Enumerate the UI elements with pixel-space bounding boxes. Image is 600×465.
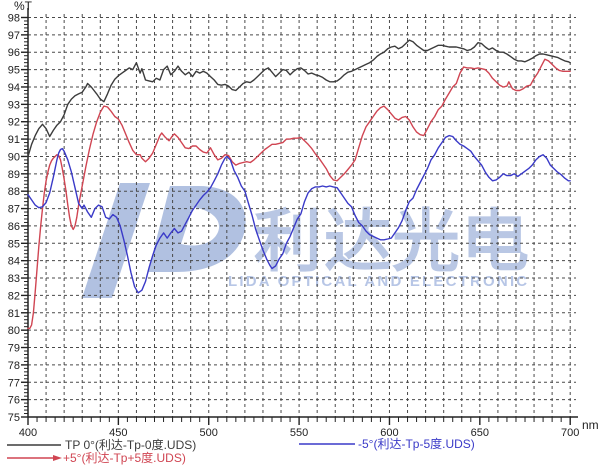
legend-label: -5°(利达-Tp-5度.UDS) bbox=[358, 436, 475, 451]
y-tick-label: 76 bbox=[8, 395, 20, 407]
logo-d-icon bbox=[148, 186, 246, 272]
y-tick-label: 87 bbox=[8, 204, 20, 216]
x-axis-unit-label: nm bbox=[582, 418, 599, 432]
x-tick-label: 550 bbox=[290, 427, 308, 439]
x-tick-label: 650 bbox=[471, 427, 489, 439]
y-tick-label: 96 bbox=[8, 47, 20, 59]
watermark-char: 利 bbox=[254, 204, 322, 280]
y-tick-label: 98 bbox=[8, 13, 20, 25]
y-tick-label: 82 bbox=[8, 290, 20, 302]
curve-tp-0 bbox=[27, 39, 571, 158]
y-tick-label: 78 bbox=[8, 360, 20, 372]
x-tick-label: 600 bbox=[380, 427, 398, 439]
curve-plus-5 bbox=[27, 58, 571, 330]
gridlines bbox=[28, 14, 576, 417]
logo-slash-icon bbox=[82, 183, 150, 298]
y-tick-label: 91 bbox=[8, 134, 20, 146]
y-tick-label: 75 bbox=[8, 412, 20, 424]
legend-item-tp-0: TP 0°(利达-Tp-0度.UDS) bbox=[7, 437, 196, 452]
y-tick-label: 86 bbox=[8, 221, 20, 233]
y-tick-label: 80 bbox=[8, 325, 20, 337]
y-tick-label: 79 bbox=[8, 343, 20, 355]
y-axis-unit-label: %T bbox=[14, 0, 33, 13]
y-tick-label: 81 bbox=[8, 308, 20, 320]
x-tick-label: 450 bbox=[109, 427, 127, 439]
y-tick-label: 83 bbox=[8, 273, 20, 285]
axis-ticks bbox=[21, 16, 571, 425]
y-tick-label: 88 bbox=[8, 186, 20, 198]
y-tick-label: 95 bbox=[8, 65, 20, 77]
legend-label: +5°(利达-Tp+5度.UDS) bbox=[63, 450, 186, 465]
y-tick-label: 85 bbox=[8, 238, 20, 250]
x-tick-label: 500 bbox=[200, 427, 218, 439]
y-tick-label: 93 bbox=[8, 99, 20, 111]
x-tick-label: 400 bbox=[19, 427, 37, 439]
y-tick-label: 97 bbox=[8, 30, 20, 42]
watermark-subtext: LIDA OPTICAL AND ELECTRONIC bbox=[228, 273, 529, 290]
y-tick-label: 84 bbox=[8, 256, 20, 268]
y-tick-label: 89 bbox=[8, 169, 20, 181]
legend-label: TP 0°(利达-Tp-0度.UDS) bbox=[65, 437, 196, 452]
y-tick-label: 90 bbox=[8, 151, 20, 163]
legend-arrow-icon bbox=[53, 455, 62, 461]
watermark-char: 达 bbox=[324, 204, 392, 280]
y-tick-label: 77 bbox=[8, 377, 20, 389]
y-tick-label: 92 bbox=[8, 117, 20, 129]
x-tick-label: 700 bbox=[561, 427, 579, 439]
legend-item-minus-5: -5°(利达-Tp-5度.UDS) bbox=[299, 436, 475, 451]
legend-item-plus-5: +5°(利达-Tp+5度.UDS) bbox=[7, 450, 186, 465]
curve-minus-5 bbox=[27, 134, 571, 294]
y-tick-label: 94 bbox=[8, 82, 20, 94]
watermark-char: 电 bbox=[461, 204, 529, 280]
axis-labels: 75 76 77 78 79 80 81 82 83 84 85 86 87 88 89 90 91 92 93 94… bbox=[8, 0, 599, 439]
